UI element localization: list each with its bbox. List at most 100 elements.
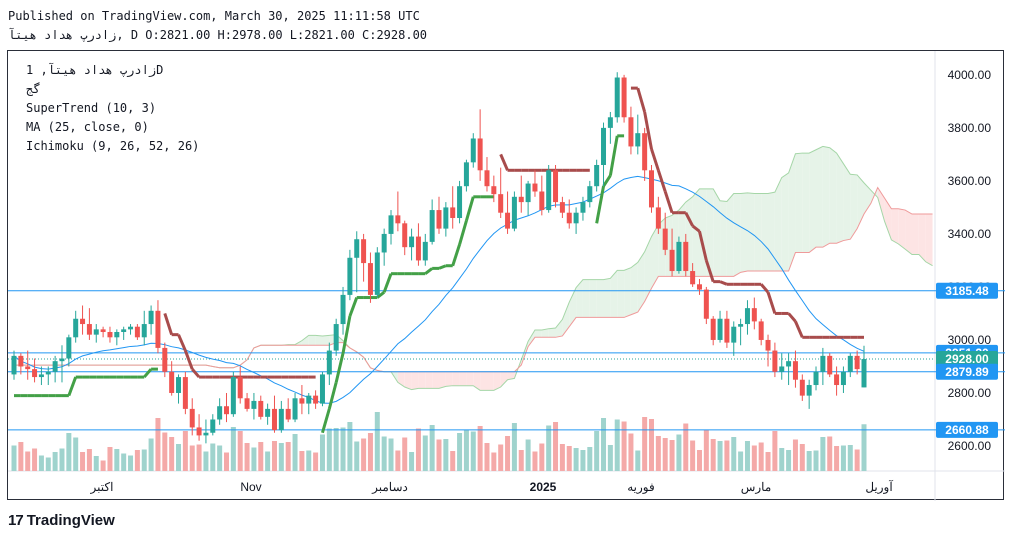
ichimoku-cloud-segment [555,319,563,338]
price-label-text: 3185.48 [945,284,989,298]
candle-body [361,239,367,264]
volume-bar [799,444,805,471]
supertrend-segment [376,291,386,299]
legend-symbol: زادرپ هداد هیتآ, 1D [26,63,164,77]
volume-bar [717,441,723,471]
volume-bar [559,444,565,471]
supertrend-segment [787,312,797,323]
supertrend-segment [766,291,777,314]
volume-bar [292,434,298,471]
supertrend-segment [143,368,153,379]
volume-bar [690,440,696,471]
volume-bar [731,437,737,471]
ichimoku-cloud-segment [644,236,652,302]
volume-bar [25,451,31,471]
y-tick-label: 3400.00 [948,227,992,241]
candle-body [107,332,113,338]
supertrend-segment [794,320,804,338]
volume-bar [484,443,490,471]
ichimoku-cloud-segment [507,371,515,380]
candle-body [546,170,552,211]
tradingview-wordmark: TradingView [26,512,115,529]
volume-bar [217,445,223,471]
ichimoku-cloud-segment [802,153,810,253]
candle-body [607,117,613,128]
candle-body [696,284,702,290]
supertrend-segment [760,283,770,294]
volume-bar [580,450,586,471]
ichimoku-cloud-segment [733,193,741,277]
volume-bar [121,453,127,471]
volume-bar [429,425,435,471]
candle-body [182,377,188,409]
ichimoku-cloud-segment [768,192,775,272]
candle-body [230,377,236,415]
legend-ma[interactable]: MA (25, close, 0) [26,120,149,134]
candle-body [237,377,243,399]
legend-supertrend[interactable]: SuperTrend (10, 3) [26,101,157,115]
candle-body [32,369,38,378]
legend-ichimoku[interactable]: Ichimoku (9, 26, 52, 26) [26,139,200,153]
volume-bar [409,452,415,471]
volume-bar [806,451,812,471]
candle-body [847,355,853,372]
ichimoku-cloud-segment [576,279,583,318]
volume-bar [840,445,846,471]
price-label-box [936,363,998,380]
candle-body [224,406,229,415]
volume-bar [271,441,277,471]
ichimoku-cloud-segment [864,182,871,215]
candle-body [251,400,257,409]
volume-bar [333,428,339,471]
supertrend-segment [663,191,674,214]
ichimoku-cloud-segment [836,153,844,244]
candle-body [669,249,675,272]
candle-body [559,202,565,213]
candle-body [573,212,579,224]
ichimoku-cloud-segment [541,328,549,338]
volume-bar [834,446,840,471]
volume-bar [176,444,182,471]
candle-body [422,241,428,261]
price-chart[interactable]: 2600.002800.003000.003200.003400.003600.… [8,51,1005,501]
x-tick-label: دسامبر [371,480,408,494]
candle-body [601,127,607,165]
volume-bar [230,427,236,471]
volume-bar [820,437,826,471]
candle-body [436,210,442,229]
volume-bar [128,455,134,471]
volume-bar [587,447,593,471]
candle-body [299,398,305,404]
volume-bar [73,437,79,471]
ichimoku-cloud-segment [816,146,823,248]
candle-body [840,371,846,386]
ichimoku-cloud-segment [781,172,789,272]
ichimoku-cloud-segment [322,335,330,346]
ichimoku-cloud-segment [589,279,597,318]
volume-bar [340,427,346,471]
ichimoku-cloud-segment [569,287,577,327]
supertrend-segment [608,135,619,176]
volume-bar [402,437,408,471]
x-tick-label: آوریل [865,479,893,494]
chart-frame[interactable]: 2600.002800.003000.003200.003400.003600.… [7,50,1005,501]
ichimoku-cloud-segment [651,224,659,289]
supertrend-segment [691,224,701,233]
ichimoku-cloud-segment [459,371,467,386]
candle-body [566,212,572,224]
candle-body [806,385,812,396]
candle-body [45,371,51,375]
price-label-text: 2879.89 [945,365,989,379]
supertrend-segment [650,148,660,171]
candle-body [333,324,339,351]
volume-bar [326,428,332,471]
ichimoku-cloud-segment [528,330,535,347]
candle-body [25,366,31,370]
candle-body [772,350,778,372]
price-label-box [936,351,998,368]
supertrend-segment [424,267,434,275]
y-tick-label: 2800.00 [948,386,992,400]
candle-body [525,183,531,203]
x-tick-label: Nov [240,480,261,494]
volume-bar [683,423,689,471]
